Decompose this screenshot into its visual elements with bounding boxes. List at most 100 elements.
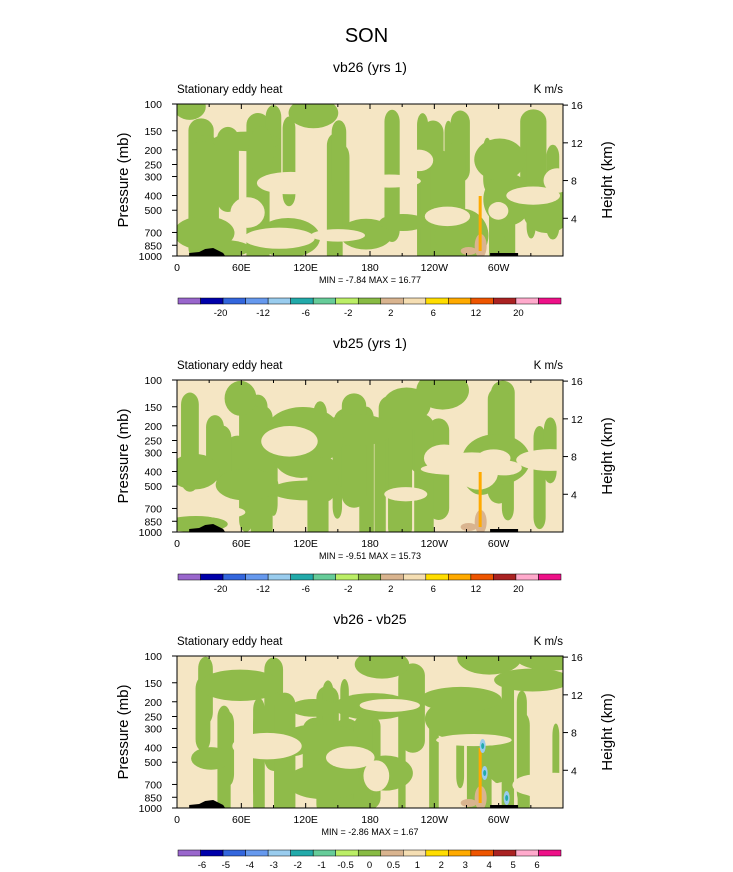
colorbar-swatch <box>245 849 269 857</box>
negative-region <box>217 705 231 808</box>
colorbar-swatch <box>290 297 314 305</box>
x-tick-label: 120W <box>421 538 449 550</box>
colorbar-swatch <box>357 849 382 857</box>
colorbar-label: 0 <box>367 860 372 871</box>
colorbar-label: 3 <box>463 860 468 871</box>
y-axis-label: Pressure (mb) <box>115 132 132 227</box>
colorbar-swatch <box>515 573 539 581</box>
negative-region <box>198 669 282 702</box>
x-tick-label: 0 <box>174 262 180 274</box>
colorbar-swatch <box>403 297 427 305</box>
x-tick-label: 180 <box>361 538 379 550</box>
contour-field <box>177 380 563 532</box>
colorbar-swatch <box>357 573 382 581</box>
right-axis-label: Height (km) <box>599 141 616 219</box>
colorbar-label: 2 <box>388 584 393 595</box>
negative-region <box>288 104 339 129</box>
topography <box>490 253 519 256</box>
x-tick-label: 60W <box>488 538 510 550</box>
colorbar-swatch <box>200 297 224 305</box>
negative-region <box>191 747 231 770</box>
y-tick-label: 100 <box>144 99 162 111</box>
positive-region <box>230 197 265 228</box>
colorbar-swatch <box>380 297 404 305</box>
panel-left-title: Stationary eddy heat <box>177 84 283 96</box>
colorbar-swatch <box>222 297 246 305</box>
colorbar-swatch <box>335 297 359 305</box>
y-tick-label: 500 <box>144 481 162 493</box>
x-tick-label: 0 <box>174 538 180 550</box>
y-tick-label: 400 <box>144 191 162 203</box>
strong-positive-region <box>460 799 477 807</box>
colorbar-swatch <box>200 849 224 857</box>
colorbar-label: 1 <box>415 860 420 871</box>
strong-negative-core <box>505 795 509 801</box>
colorbar-swatch <box>177 849 201 857</box>
colorbar-swatch <box>312 849 336 857</box>
colorbar-label: -20 <box>214 308 228 319</box>
strong-positive-region <box>460 247 477 255</box>
negative-region <box>388 417 413 532</box>
x-tick-label: 60E <box>232 262 251 274</box>
y-tick-label: 250 <box>144 159 162 171</box>
positive-region <box>543 168 563 193</box>
colorbar-swatch <box>493 573 517 581</box>
x-tick-label: 180 <box>361 814 379 826</box>
panel-units: K m/s <box>534 84 564 96</box>
negative-region <box>354 656 410 679</box>
colorbar-swatch <box>267 573 291 581</box>
x-tick-label: 60W <box>488 262 510 274</box>
positive-region <box>437 452 506 477</box>
panel-title: vb25 (yrs 1) <box>333 335 407 351</box>
negative-region <box>253 698 265 808</box>
strong-positive-region <box>460 523 477 531</box>
y-axis-label: Pressure (mb) <box>115 408 132 503</box>
colorbar-label: 2 <box>439 860 444 871</box>
colorbar: -6 -5 -4 -3 -2 -1 -0.5 0 0.5 1 2 3 4 5 6 <box>177 849 562 871</box>
positive-region <box>384 487 428 502</box>
negative-region <box>270 480 344 501</box>
panel-left-title: Stationary eddy heat <box>177 636 283 648</box>
colorbar: -20 -12 -6 -2 2 6 12 20 <box>177 297 562 319</box>
negative-region <box>274 692 296 808</box>
strong-positive-core <box>478 472 482 527</box>
colorbar-label: -5 <box>222 860 230 871</box>
positive-region <box>232 732 302 760</box>
strong-positive-core <box>478 748 482 803</box>
topography <box>490 805 519 808</box>
positive-region <box>518 772 563 800</box>
y-tick-label: 300 <box>144 172 162 184</box>
positive-region <box>202 506 246 519</box>
colorbar-label: -2 <box>344 308 352 319</box>
negative-region <box>517 713 530 808</box>
negative-region <box>248 126 274 176</box>
colorbar-label: -1 <box>317 860 325 871</box>
positive-region <box>177 780 215 805</box>
figure-title: SON <box>345 25 388 47</box>
negative-region <box>414 419 434 532</box>
y-tick-label: 100 <box>144 375 162 387</box>
y-tick-label: 700 <box>144 503 162 515</box>
strong-negative-core <box>481 743 485 749</box>
colorbar-swatch <box>245 573 269 581</box>
negative-region <box>474 138 526 181</box>
y-tick-label: 300 <box>144 724 162 736</box>
colorbar-swatch <box>493 849 517 857</box>
colorbar-swatch <box>538 849 562 857</box>
positive-region <box>404 149 434 172</box>
colorbar-swatch <box>425 849 449 857</box>
negative-region <box>310 420 344 459</box>
x-tick-label: 0 <box>174 814 180 826</box>
colorbar-label: 6 <box>431 308 436 319</box>
colorbar-swatch <box>222 849 246 857</box>
colorbar-swatch <box>290 573 314 581</box>
panel-3: vb26 - vb25 Stationary eddy heat K m/s 0 60E… <box>115 611 616 871</box>
contour-field <box>177 656 563 808</box>
positive-region <box>424 206 471 227</box>
x-tick-label: 120E <box>293 262 318 274</box>
x-tick-label: 60W <box>488 814 510 826</box>
colorbar-label: -6 <box>198 860 206 871</box>
colorbar-swatch <box>267 297 291 305</box>
positive-region <box>243 227 315 249</box>
